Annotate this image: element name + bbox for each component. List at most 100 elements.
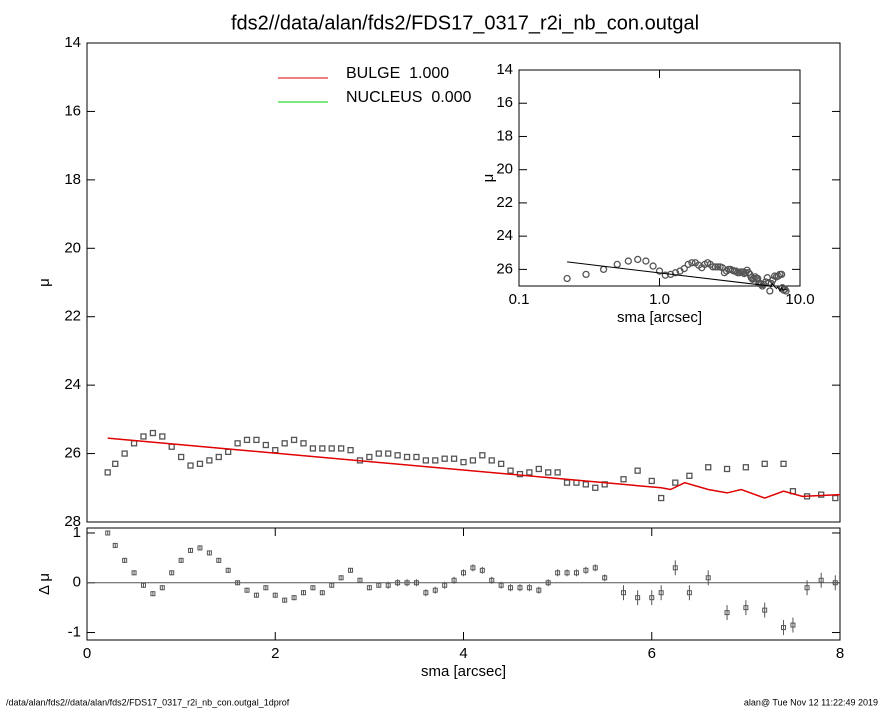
data-point — [634, 467, 641, 474]
residual-point — [263, 585, 269, 591]
data-point — [215, 453, 222, 461]
y-tick-label: 26 — [496, 260, 513, 277]
residual-point — [804, 585, 810, 591]
residual-point — [122, 557, 128, 563]
residual-point — [489, 577, 495, 583]
residual-point — [216, 557, 222, 563]
residual-point — [329, 582, 335, 588]
residual-point — [300, 590, 306, 596]
x-tick-label: 6 — [648, 645, 656, 662]
residual-point — [686, 590, 692, 596]
residual-point — [140, 582, 146, 588]
residual-point — [545, 580, 551, 586]
data-point — [723, 465, 731, 473]
y-tick-label: 18 — [496, 127, 513, 144]
residual-point — [282, 597, 288, 603]
footer-left: /data/alan/fds2//data/alan/fds2/FDS17_03… — [6, 697, 290, 707]
residual-point — [178, 557, 184, 563]
data-point — [488, 457, 495, 464]
data-point — [545, 469, 552, 476]
residual-point — [357, 577, 363, 583]
data-point — [672, 479, 679, 486]
residual-point — [479, 567, 485, 573]
data-point — [394, 452, 401, 459]
residual-point — [621, 590, 627, 596]
data-point — [253, 436, 260, 444]
y-tick-label: 24 — [496, 227, 513, 244]
data-point — [149, 429, 157, 437]
y-tick-label: 1 — [73, 524, 81, 541]
residual-point — [188, 547, 194, 553]
residual-point — [366, 585, 372, 591]
residual-point — [635, 595, 641, 601]
data-point — [648, 477, 655, 485]
residual-point — [781, 625, 787, 631]
residual-point — [385, 582, 391, 588]
data-point — [403, 453, 411, 461]
data-point — [658, 494, 665, 502]
residual-point — [555, 570, 561, 576]
y-tick-label: 14 — [64, 34, 81, 51]
residual-point — [272, 592, 278, 598]
residual-point — [253, 592, 259, 598]
data-point — [337, 445, 345, 452]
x-tick-label: 10.0 — [785, 291, 814, 308]
data-point — [422, 457, 430, 464]
residual-point — [131, 570, 137, 576]
y-tick-label: 20 — [496, 161, 513, 178]
legend-label: BULGE 1.000 — [346, 65, 449, 82]
residual-point — [526, 585, 532, 591]
x-tick-label: 8 — [836, 645, 844, 662]
residual-point — [672, 565, 678, 571]
x-axis-label: sma [arcsec] — [421, 663, 506, 680]
residual-point — [564, 570, 570, 576]
residual-point — [395, 580, 401, 586]
data-point — [309, 445, 317, 452]
residual-point — [517, 585, 523, 591]
residual-point — [451, 577, 457, 583]
data-point — [714, 263, 722, 271]
residual-point — [291, 595, 297, 601]
data-point — [262, 441, 269, 449]
residual-point — [832, 580, 838, 586]
data-point — [582, 481, 590, 488]
residual-point — [150, 591, 156, 597]
plot-frame — [86, 527, 841, 641]
data-point — [684, 260, 692, 269]
data-point — [711, 263, 720, 271]
residual-point — [197, 545, 203, 551]
data-point — [592, 484, 599, 491]
residual-point — [592, 565, 598, 571]
residual-point — [498, 582, 504, 588]
data-point — [516, 470, 524, 478]
y-axis-label: μ — [480, 174, 497, 183]
residual-point — [423, 590, 429, 596]
residual-point — [583, 567, 589, 573]
residual-point — [461, 570, 466, 576]
y-tick-label: 16 — [496, 94, 513, 111]
x-tick-label: 0.1 — [509, 291, 530, 308]
data-point — [159, 433, 166, 440]
data-point — [328, 445, 335, 452]
data-point — [366, 453, 373, 461]
data-point — [554, 469, 561, 476]
residual-point — [649, 595, 655, 601]
data-point — [780, 460, 787, 467]
data-point — [709, 263, 717, 271]
y-tick-label: 20 — [64, 239, 81, 256]
data-point — [243, 436, 251, 444]
residual-point — [602, 575, 608, 581]
y-tick-label: 14 — [496, 61, 513, 78]
data-point — [750, 274, 758, 283]
data-point — [686, 472, 693, 479]
y-axis-label: μ — [36, 278, 53, 287]
data-point — [563, 479, 571, 486]
data-point — [460, 458, 467, 466]
plot-frame — [518, 69, 801, 287]
data-point — [187, 462, 194, 469]
data-point — [112, 460, 119, 467]
residual-point — [724, 610, 730, 616]
model-line — [567, 261, 787, 293]
data-point — [766, 287, 774, 295]
